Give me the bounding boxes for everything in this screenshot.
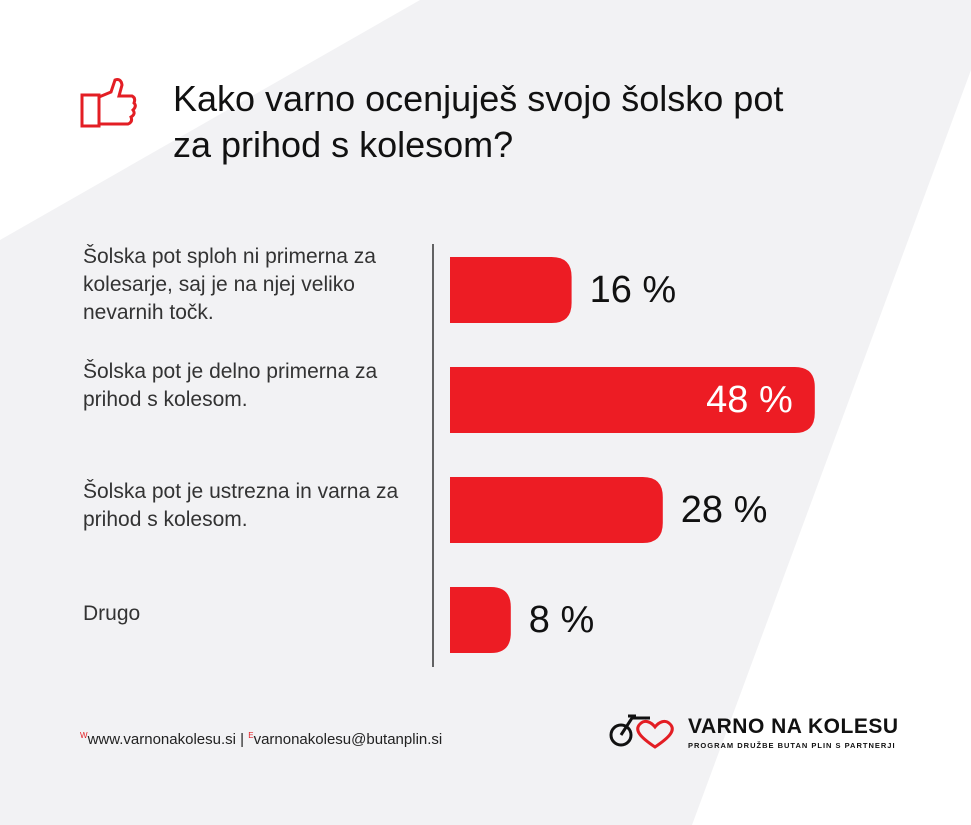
separator: | bbox=[240, 731, 245, 748]
category-label: Šolska pot je ustrezna in varna za priho… bbox=[83, 480, 399, 531]
footer-contacts: Wwww.varnonakolesu.si | Evarnonakolesu@b… bbox=[80, 731, 442, 748]
value-label: 16 % bbox=[590, 269, 677, 311]
category-label: Šolska pot sploh ni primerna za kolesarj… bbox=[83, 245, 376, 324]
value-label: 48 % bbox=[706, 379, 793, 421]
bar bbox=[450, 367, 815, 433]
value-label: 28 % bbox=[681, 489, 768, 531]
bar bbox=[450, 477, 663, 543]
category-label: Drugo bbox=[83, 602, 141, 625]
chart-title: Kako varno ocenjuješ svojo šolsko pot za… bbox=[173, 78, 784, 165]
email: varnonakolesu@butanplin.si bbox=[253, 731, 443, 748]
bar bbox=[450, 257, 572, 323]
thumb-icon bbox=[80, 78, 137, 128]
email-prefix: E bbox=[248, 731, 254, 740]
bar bbox=[450, 587, 511, 653]
brand-tagline: PROGRAM DRUŽBE BUTAN PLIN S PARTNERJI bbox=[688, 741, 896, 750]
value-label: 8 % bbox=[529, 599, 594, 641]
category-label: Šolska pot je delno primerna za prihod s… bbox=[83, 360, 378, 411]
brand: VARNO NA KOLESU PROGRAM DRUŽBE BUTAN PLI… bbox=[688, 715, 899, 750]
logo-icon bbox=[609, 714, 674, 749]
web: www.varnonakolesu.si bbox=[87, 731, 236, 748]
web-prefix: W bbox=[80, 731, 88, 740]
brand-name: VARNO NA KOLESU bbox=[688, 715, 899, 738]
